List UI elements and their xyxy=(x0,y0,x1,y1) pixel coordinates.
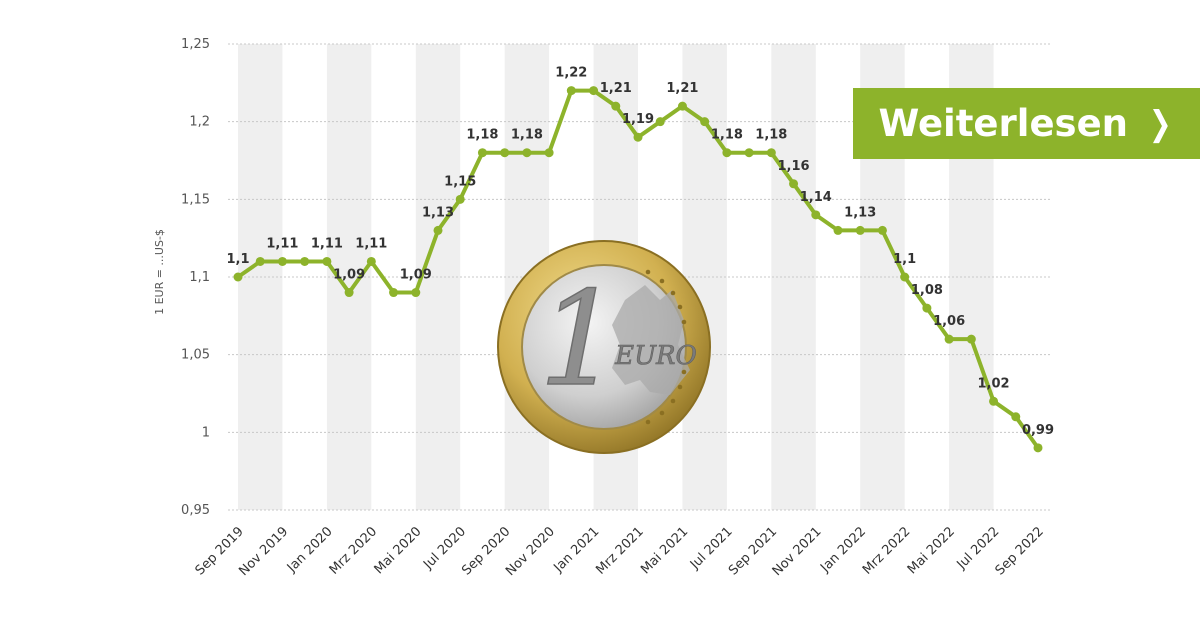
x-tick-label: Mrz 2020 xyxy=(327,524,380,577)
data-point xyxy=(455,194,465,204)
data-point xyxy=(1011,412,1021,422)
data-label: 1,15 xyxy=(444,174,476,189)
data-point xyxy=(855,225,865,235)
y-tick-label: 1,1 xyxy=(189,270,210,285)
data-point xyxy=(522,148,532,158)
data-point xyxy=(544,148,554,158)
data-label: 1,13 xyxy=(844,205,876,220)
data-point xyxy=(811,210,821,220)
data-point xyxy=(877,225,887,235)
data-point xyxy=(433,225,443,235)
data-point xyxy=(677,101,687,111)
data-point xyxy=(966,334,976,344)
data-label: 1,16 xyxy=(778,159,810,174)
y-tick-label: 1,15 xyxy=(181,192,210,207)
data-point xyxy=(411,288,421,298)
data-point xyxy=(655,117,665,127)
x-tick-label: Nov 2020 xyxy=(503,524,558,579)
data-point xyxy=(389,288,399,298)
x-tick-label: Nov 2019 xyxy=(236,524,291,579)
europe-map-shape xyxy=(612,285,690,395)
x-tick-label: Sep 2022 xyxy=(993,524,1047,578)
coin-numeral: 1 xyxy=(539,263,622,415)
y-axis-label: 1 EUR = ...US-$ xyxy=(153,229,166,315)
data-point xyxy=(922,303,932,313)
euro-coin-icon: 1 EURO xyxy=(497,240,711,454)
data-point xyxy=(277,256,287,266)
coin-stars xyxy=(645,269,687,425)
data-point xyxy=(633,132,643,142)
data-label: 1,09 xyxy=(400,268,432,283)
weiterlesen-label: Weiterlesen xyxy=(878,102,1129,145)
data-point xyxy=(833,225,843,235)
x-tick-label: Mrz 2021 xyxy=(593,524,646,577)
data-point xyxy=(789,179,799,189)
data-label: 1,13 xyxy=(422,205,454,220)
data-point xyxy=(366,256,376,266)
data-point xyxy=(989,396,999,406)
x-tick-label: Nov 2021 xyxy=(770,524,825,579)
data-label: 1,22 xyxy=(555,66,587,81)
data-point xyxy=(744,148,754,158)
data-point xyxy=(344,288,354,298)
data-point xyxy=(477,148,487,158)
y-tick-label: 1,25 xyxy=(181,37,210,52)
data-label: 1,18 xyxy=(511,128,543,143)
data-label: 1,06 xyxy=(933,314,965,329)
data-point xyxy=(566,86,576,96)
data-point xyxy=(300,256,310,266)
data-point xyxy=(700,117,710,127)
x-tick-label: Mai 2021 xyxy=(638,524,691,577)
data-label: 0,99 xyxy=(1022,423,1054,438)
data-label: 1,18 xyxy=(466,128,498,143)
coin-word: EURO xyxy=(614,341,697,371)
data-point xyxy=(322,256,332,266)
data-label: 1,09 xyxy=(333,268,365,283)
x-tick-label: Mai 2020 xyxy=(372,524,425,577)
data-label: 1,1 xyxy=(893,252,916,267)
data-label: 1,11 xyxy=(266,236,298,251)
y-tick-label: 0,95 xyxy=(181,503,210,518)
data-point xyxy=(611,101,621,111)
data-point xyxy=(233,272,243,282)
data-point xyxy=(589,86,599,96)
series-points xyxy=(233,86,1043,453)
data-labels: 1,11,11 1,111,091,111,091,131,151,18 1,181… xyxy=(226,66,1054,438)
data-point xyxy=(500,148,510,158)
data-point xyxy=(944,334,954,344)
y-tick-label: 1 xyxy=(202,425,210,440)
data-label: 1,14 xyxy=(800,190,832,205)
data-point xyxy=(766,148,776,158)
data-point xyxy=(255,256,265,266)
data-label: 1,18 xyxy=(755,128,787,143)
y-tick-label: 1,05 xyxy=(181,348,210,363)
data-label: 1,08 xyxy=(911,283,943,298)
y-axis-title: 1 EUR = ...US-$ xyxy=(153,229,166,315)
data-point xyxy=(1033,443,1043,453)
y-tick-label: 1,2 xyxy=(189,115,210,130)
data-point xyxy=(900,272,910,282)
data-label: 1,21 xyxy=(600,81,632,96)
weiterlesen-button[interactable]: Weiterlesen ❯ xyxy=(853,88,1200,159)
data-label: 1,19 xyxy=(622,112,654,127)
data-label: 1,18 xyxy=(711,128,743,143)
data-label: 1,11 xyxy=(311,236,343,251)
x-tick-label: Mrz 2022 xyxy=(860,524,913,577)
chevron-right-icon: ❯ xyxy=(1148,103,1172,144)
data-label: 1,21 xyxy=(666,81,698,96)
data-label: 1,1 xyxy=(226,252,249,267)
data-label: 1,02 xyxy=(978,376,1010,391)
y-axis: 0,95 1 1,05 1,1 1,15 1,2 1,25 xyxy=(181,37,210,518)
data-point xyxy=(722,148,732,158)
data-label: 1,11 xyxy=(355,236,387,251)
x-tick-label: Mai 2022 xyxy=(905,524,958,577)
